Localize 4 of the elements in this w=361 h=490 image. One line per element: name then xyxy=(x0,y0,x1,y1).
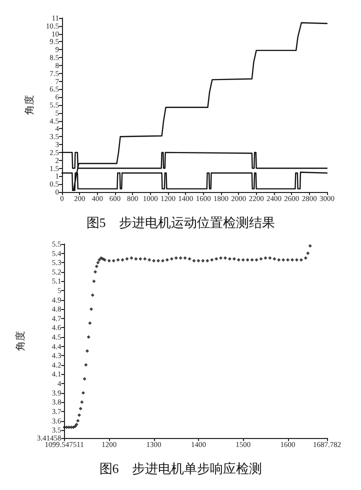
text: 图5 步进电机运动位置检测结果 xyxy=(86,215,275,230)
y-axis-title: 角度 xyxy=(23,95,36,115)
text: 图6 步进电机单步响应检测 xyxy=(99,461,262,476)
y-axis-title: 角度 xyxy=(14,331,26,351)
